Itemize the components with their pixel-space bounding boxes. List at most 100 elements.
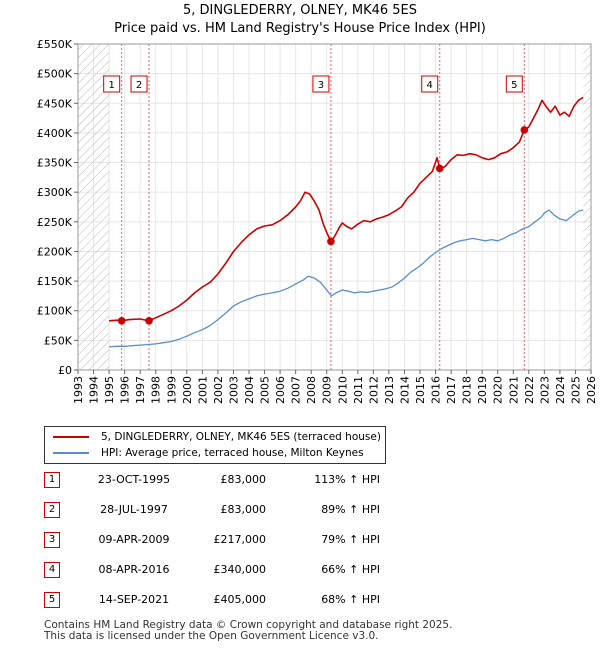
sale-number-badge: 4 [44,562,60,578]
y-tick-label: £350K [37,157,73,170]
sale-5-label-box [505,75,523,93]
hatched-region [78,44,110,370]
sale-5-label: 5 [511,80,517,91]
hpi-line [109,209,584,348]
sale-date: 14-SEP-2021 [98,593,170,606]
sale-2-label: 2 [136,80,142,91]
sale-hpi-change: 68% ↑ HPI [321,593,380,606]
sale-row-4: 4 08-APR-2016 £340,000 66% ↑ HPI [40,562,560,580]
price-chart: 1 2 3 4 5 £0 £50K £100K £150K £200K £250K £300K £35… [37,38,598,404]
sale-4-label-box [421,75,439,93]
chart-subtitle: Price paid vs. HM Land Registry's House … [114,21,486,36]
sale-1-label-box [103,75,121,93]
chart-title-block: 5, DINGLEDERRY, OLNEY, MK46 5ES Price pa… [0,2,600,38]
sale-number-badge: 5 [44,592,60,608]
y-tick-label: £250K [37,216,73,229]
x-tick-label: 2006 [274,376,287,404]
chart-title: 5, DINGLEDERRY, OLNEY, MK46 5ES [182,3,418,18]
sale-hpi-change: 79% ↑ HPI [321,533,380,546]
y-tick-label: £300K [37,186,73,199]
sale-date: 28-JUL-1997 [100,503,168,516]
sale-5-point [520,126,529,134]
sale-price: £83,000 [220,503,267,516]
legend-line-property [53,436,89,438]
x-tick-label: 2022 [523,376,536,404]
x-tick-label: 2025 [569,376,582,404]
x-tick-label: 2004 [243,376,256,404]
x-tick-label: 2007 [290,376,303,404]
x-tick-label: 2019 [476,376,489,404]
x-tick-label: 2024 [554,376,567,404]
y-tick-label: £450K [37,97,73,110]
sale-1-point [117,317,126,325]
sale-date: 23-OCT-1995 [97,473,171,486]
sale-row-1: 1 23-OCT-1995 £83,000 113% ↑ HPI [40,472,560,490]
x-tick-label: 2010 [336,376,349,404]
sale-price: £83,000 [220,473,267,486]
plot-area [78,44,591,370]
legend-item-hpi: HPI: Average price, terraced house, Milt… [53,445,364,461]
y-tick-label: £150K [37,275,73,288]
footer: Contains HM Land Registry data © Crown c… [44,620,452,642]
x-tick-label: 2001 [196,376,209,404]
x-tick-label: 1995 [103,376,116,404]
x-tick-label: 2012 [367,376,380,404]
sale-2-label-box [130,75,148,93]
x-tick-label: 1994 [88,376,101,404]
x-tick-label: 2023 [538,376,551,404]
y-tick-label: £500K [37,68,73,81]
x-tick-label: 2016 [430,376,443,404]
legend-label-property: 5, DINGLEDERRY, OLNEY, MK46 5ES (terrace… [101,431,381,443]
x-tick-label: 2021 [507,376,520,404]
sale-2-point [145,317,153,325]
legend: 5, DINGLEDERRY, OLNEY, MK46 5ES (terrace… [44,426,386,464]
legend-label-hpi: HPI: Average price, terraced house, Milt… [101,447,364,459]
sale-3-label-box [312,75,330,93]
sale-3-label: 3 [318,80,324,91]
x-tick-label: 2000 [181,376,194,404]
sale-price: £340,000 [213,563,267,576]
sale-number-badge: 3 [44,532,60,548]
x-tick-label: 2026 [585,376,598,404]
x-tick-label: 1998 [150,376,163,404]
sale-number-badge: 1 [44,472,60,488]
sale-number-badge: 2 [44,502,60,518]
sale-hpi-change: 66% ↑ HPI [321,563,380,576]
x-tick-label: 2002 [212,376,225,404]
plot-frame [77,43,592,371]
sale-3-point [327,237,335,246]
legend-item-property: 5, DINGLEDERRY, OLNEY, MK46 5ES (terrace… [53,429,381,445]
sale-4-label: 4 [427,80,433,91]
y-tick-label: £550K [37,38,73,51]
sale-date: 09-APR-2009 [98,533,170,546]
sale-price: £405,000 [213,593,267,606]
footer-line-1: Contains HM Land Registry data © Crown c… [44,619,453,631]
x-tick-label: 1997 [134,376,147,404]
x-tick-label: 2005 [259,376,272,404]
y-tick-label: £50K [44,334,73,347]
hatched-region [583,44,591,370]
y-tick-label: £100K [37,305,73,318]
x-tick-label: 2020 [492,376,505,404]
x-tick-label: 2017 [445,376,458,404]
sale-4-point [435,164,444,173]
sale-hpi-change: 89% ↑ HPI [321,503,380,516]
sale-row-2: 2 28-JUL-1997 £83,000 89% ↑ HPI [40,502,560,520]
y-tick-label: £400K [37,127,73,140]
x-tick-label: 2011 [352,376,365,404]
x-tick-label: 2018 [461,376,474,404]
sale-row-5: 5 14-SEP-2021 £405,000 68% ↑ HPI [40,592,560,610]
x-tick-label: 1993 [72,376,85,404]
x-tick-label: 2008 [305,376,318,404]
sale-1-label: 1 [108,80,114,91]
y-tick-label: £0 [58,364,72,377]
x-tick-label: 1999 [165,376,178,404]
x-tick-label: 2015 [414,376,427,404]
legend-line-hpi [53,452,89,454]
sale-date: 08-APR-2016 [98,563,170,576]
x-tick-label: 2003 [227,376,240,404]
sale-row-3: 3 09-APR-2009 £217,000 79% ↑ HPI [40,532,560,550]
x-tick-label: 2013 [383,376,396,404]
sale-hpi-change: 113% ↑ HPI [314,473,380,486]
sale-price: £217,000 [213,533,267,546]
